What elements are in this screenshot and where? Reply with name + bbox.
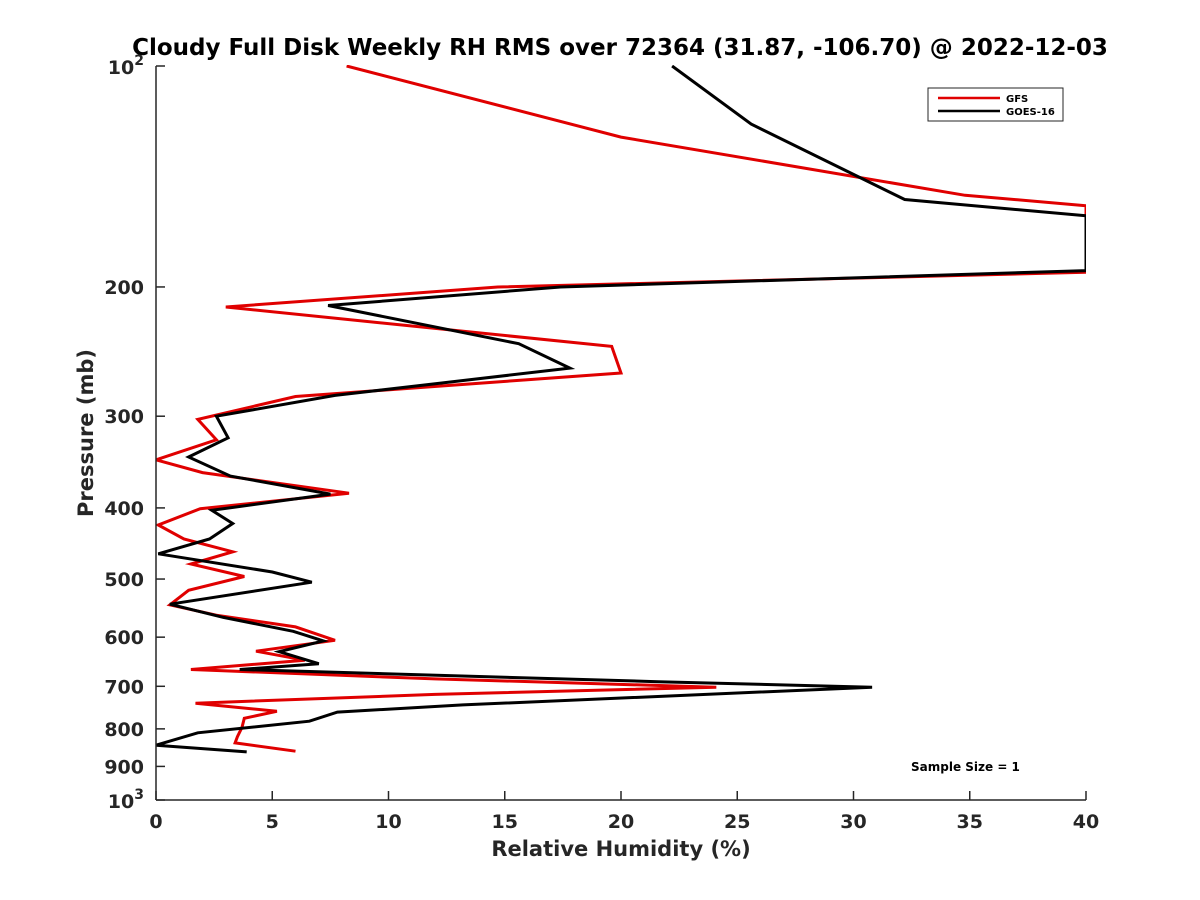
- legend-label: GOES-16: [1006, 107, 1055, 118]
- x-tick-label: 0: [149, 811, 162, 833]
- y-tick-label: 400: [104, 498, 144, 520]
- y-tick-label: 102: [108, 53, 144, 79]
- x-tick-label: 5: [266, 811, 279, 833]
- y-tick-label: 103: [108, 787, 144, 813]
- x-tick-label: 40: [1073, 811, 1099, 833]
- y-tick-label: 500: [104, 569, 144, 591]
- x-tick-label: 30: [840, 811, 866, 833]
- x-tick-label: 15: [492, 811, 518, 833]
- y-tick-label: 200: [104, 277, 144, 299]
- y-tick-label: 700: [104, 676, 144, 698]
- x-tick-label: 20: [608, 811, 634, 833]
- y-tick-label: 600: [104, 627, 144, 649]
- chart-title: Cloudy Full Disk Weekly RH RMS over 7236…: [132, 35, 1108, 61]
- y-axis-label: Pressure (mb): [74, 349, 98, 517]
- y-tick-label: 300: [104, 406, 144, 428]
- y-ticks: 102 200 300 400 500 600 700 800 900 103: [104, 53, 165, 813]
- sample-size-annotation: Sample Size = 1: [911, 760, 1020, 774]
- x-tick-label: 10: [375, 811, 401, 833]
- legend-label: GFS: [1006, 94, 1028, 105]
- x-axis-label: Relative Humidity (%): [491, 837, 750, 861]
- x-ticks: 0 5 10 15 20 25 30 35 40: [149, 791, 1099, 833]
- series-layer: [156, 65, 1086, 754]
- x-tick-label: 25: [724, 811, 750, 833]
- x-tick-label: 35: [957, 811, 983, 833]
- legend: GFS GOES-16: [927, 87, 1064, 122]
- series-line-goes-16: [156, 65, 1086, 754]
- y-tick-label: 800: [104, 719, 144, 741]
- legend-box: [927, 87, 1064, 122]
- series-line-gfs: [156, 65, 1086, 753]
- y-tick-label: 900: [104, 756, 144, 778]
